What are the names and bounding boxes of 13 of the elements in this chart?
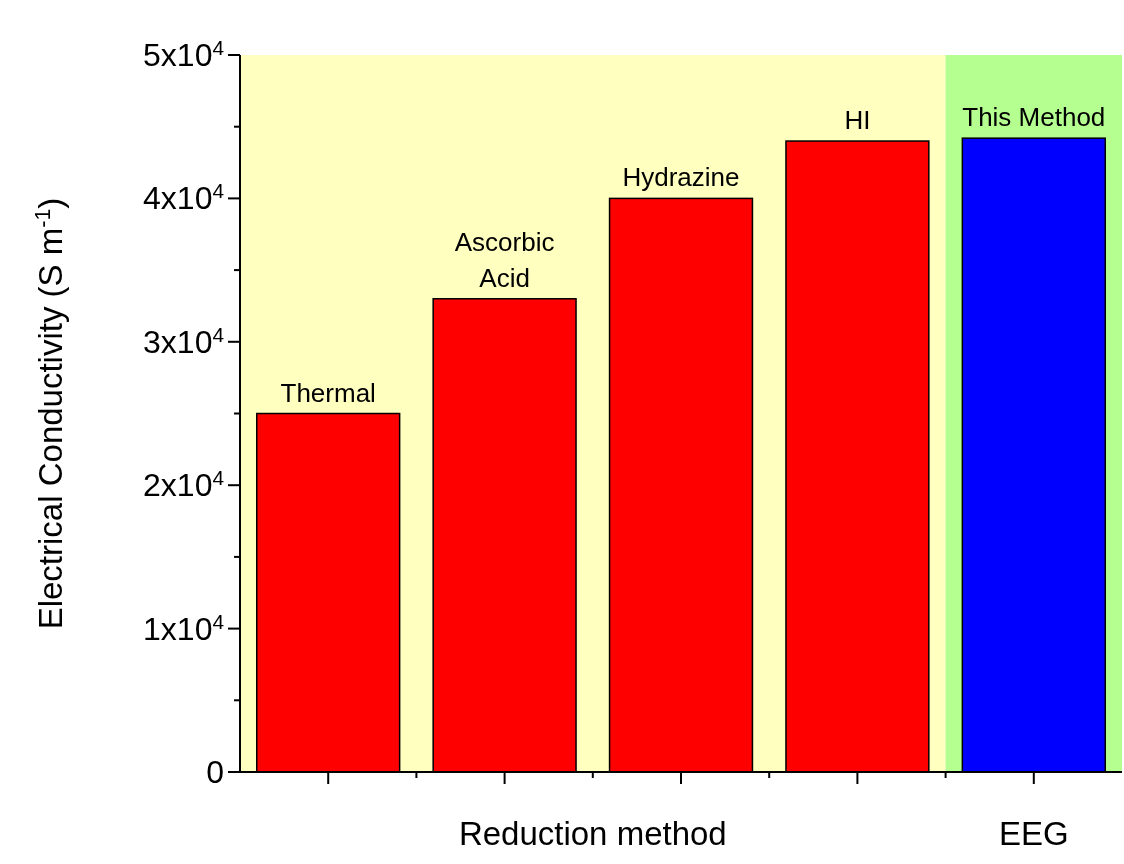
y-tick-label: 1x10$^{4}$ <box>143 609 224 647</box>
x-tick-label: HI <box>844 105 871 136</box>
x-tick-label: Hydrazine <box>622 162 740 193</box>
x-tick-label: Ascorbic Acid <box>454 226 555 293</box>
band-label: EEG <box>998 815 1069 852</box>
y-tick-label: 5x10$^{4}$ <box>143 35 224 73</box>
y-tick-label: 3x10$^{4}$ <box>143 322 224 360</box>
y-tick-label: 4x10$^{4}$ <box>143 178 224 217</box>
band-label: Reduction method <box>458 815 727 852</box>
y-tick-label: 0 <box>206 754 224 790</box>
y-tick-label: 2x10$^{4}$ <box>143 465 224 504</box>
x-tick-label: This Method <box>962 102 1106 133</box>
x-tick-label: Thermal <box>280 377 376 408</box>
